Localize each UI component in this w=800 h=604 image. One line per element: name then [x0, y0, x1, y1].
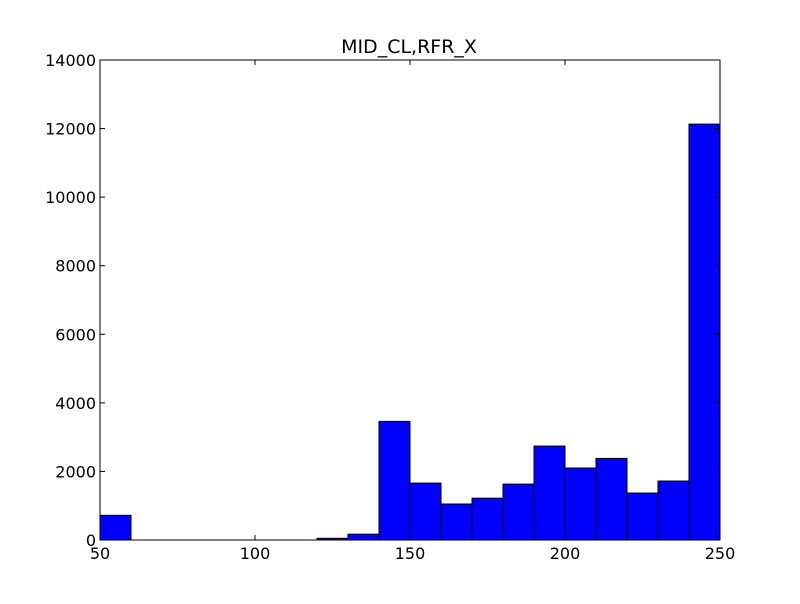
x-axis: 50 100 150 200 250 [90, 60, 735, 563]
histogram-bar-190-200 [533, 445, 566, 541]
x-tick-label: 200 [550, 544, 581, 563]
y-tick-label: 14000 [45, 51, 96, 70]
histogram-bar-200-210 [564, 467, 597, 541]
histogram-bar-210-220 [595, 457, 628, 541]
histogram-bar-240-250 [688, 123, 721, 541]
y-tick-label: 0 [86, 531, 96, 550]
x-tick-label: 250 [705, 544, 736, 563]
y-tick-label: 6000 [55, 325, 96, 344]
x-tick-label: 100 [240, 544, 271, 563]
plot-frame [99, 59, 721, 541]
histogram-bar-130-140 [347, 533, 380, 541]
histogram-bar-150-160 [409, 482, 442, 541]
histogram-bar-160-170 [440, 503, 473, 541]
histogram-bar-180-190 [502, 483, 535, 541]
x-tick-label: 150 [395, 544, 426, 563]
y-tick-label: 4000 [55, 394, 96, 413]
histogram-bar-50-60 [99, 514, 132, 541]
bars-group [99, 123, 721, 541]
histogram-bar-170-180 [471, 497, 504, 541]
histogram-bar-230-240 [657, 480, 690, 541]
y-tick-label: 8000 [55, 257, 96, 276]
y-tick-label: 10000 [45, 188, 96, 207]
histogram-bar-220-230 [626, 492, 659, 541]
y-tick-label: 2000 [55, 462, 96, 481]
histogram-bar-140-150 [378, 420, 411, 541]
y-axis: 0 2000 4000 6000 8000 10000 12000 14000 [45, 51, 720, 550]
x-tick-label: 50 [90, 544, 110, 563]
y-tick-label: 12000 [45, 120, 96, 139]
chart-title: MID_CL,RFR_X [341, 36, 477, 58]
